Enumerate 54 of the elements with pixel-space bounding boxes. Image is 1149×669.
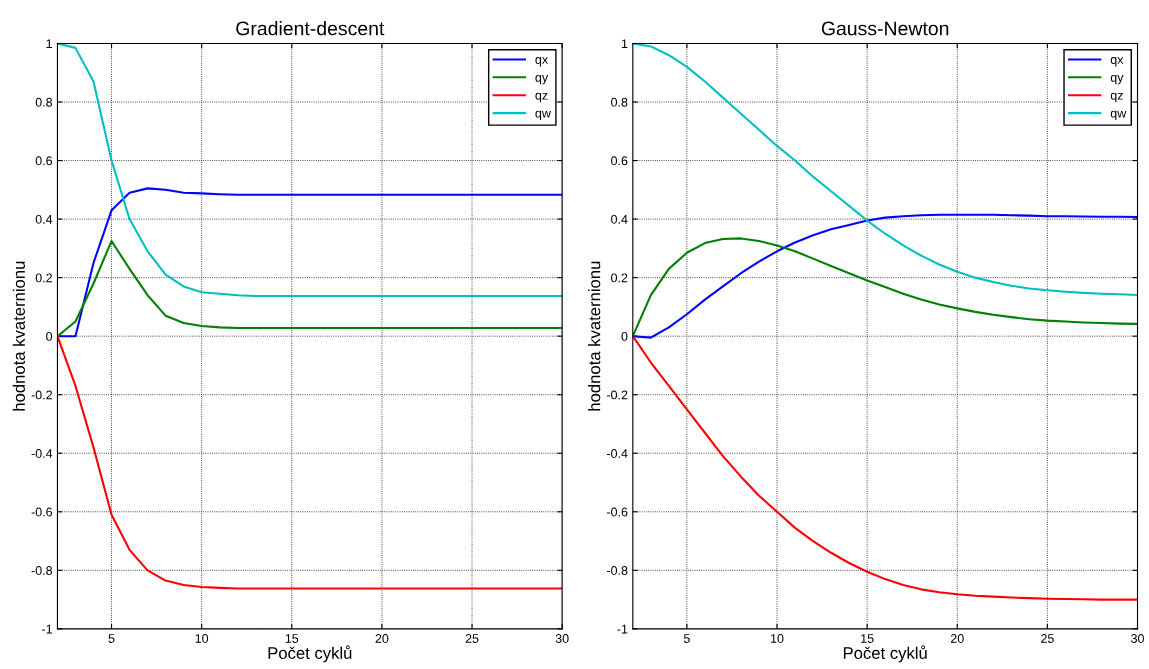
- y-tick-label: -0.8: [606, 566, 628, 575]
- chart-title: Gauss-Newton: [821, 21, 949, 36]
- legend-label: qz: [535, 92, 548, 103]
- chart-title: Gradient-descent: [236, 21, 385, 36]
- y-tick-label: 0.4: [611, 214, 628, 224]
- y-tick-label: -1: [42, 624, 52, 634]
- y-tick-label: -0.2: [606, 390, 628, 400]
- y-tick-label: -1: [617, 624, 628, 634]
- x-tick-label: 20: [375, 634, 389, 643]
- legend-label: qx: [1110, 57, 1124, 67]
- x-tick-label: 10: [195, 634, 209, 643]
- x-tick-label: 5: [108, 634, 115, 643]
- x-tick-label: 25: [1041, 634, 1054, 643]
- y-tick-label: 0.6: [611, 156, 628, 166]
- y-axis-title: hodnota kvaternionu: [12, 261, 25, 411]
- legend-label: qx: [535, 57, 548, 67]
- x-tick-label: 25: [465, 634, 479, 643]
- x-tick-label: 20: [950, 634, 964, 643]
- x-tick-label: 30: [1131, 634, 1144, 643]
- x-tick-label: 15: [285, 634, 299, 643]
- legend-label: qw: [1110, 110, 1127, 121]
- legend-label: qy: [535, 74, 549, 85]
- line-series: [57, 187, 563, 338]
- y-axis-title: hodnota kvaternionu: [588, 261, 601, 411]
- line-series: [57, 240, 563, 338]
- y-tick-label: 0.2: [35, 273, 52, 283]
- y-tick-label: 0: [46, 331, 53, 341]
- legend-label: qz: [1110, 92, 1123, 103]
- y-tick-label: 1: [46, 39, 52, 49]
- x-tick-label: 30: [555, 634, 569, 643]
- y-tick-label: 0.4: [35, 214, 53, 224]
- x-tick-label: 5: [683, 634, 690, 643]
- y-tick-label: -0.4: [606, 449, 628, 458]
- y-tick-label: 1: [621, 39, 628, 49]
- y-tick-label: -0.4: [31, 449, 53, 458]
- y-tick-label: 0: [621, 331, 628, 341]
- y-tick-label: -0.8: [31, 566, 53, 575]
- y-tick-label: -0.6: [31, 507, 53, 517]
- y-tick-label: -0.6: [606, 507, 628, 517]
- x-axis-title: Počet cyklů: [843, 645, 927, 663]
- y-tick-label: 0.6: [35, 156, 53, 166]
- legend-label: qw: [535, 110, 551, 121]
- y-tick-label: -0.2: [31, 390, 52, 400]
- legend-label: qy: [1110, 74, 1124, 85]
- x-axis-title: Počet cyklů: [268, 645, 352, 663]
- x-tick-label: 10: [771, 634, 784, 643]
- y-tick-label: 0.8: [611, 97, 628, 107]
- x-tick-label: 15: [861, 634, 874, 643]
- line-series: [632, 213, 1138, 339]
- line-series: [632, 335, 1138, 601]
- line-series: [57, 335, 563, 590]
- y-tick-label: 0.2: [611, 273, 628, 283]
- line-series: [632, 237, 1138, 338]
- y-tick-label: 0.8: [35, 97, 53, 107]
